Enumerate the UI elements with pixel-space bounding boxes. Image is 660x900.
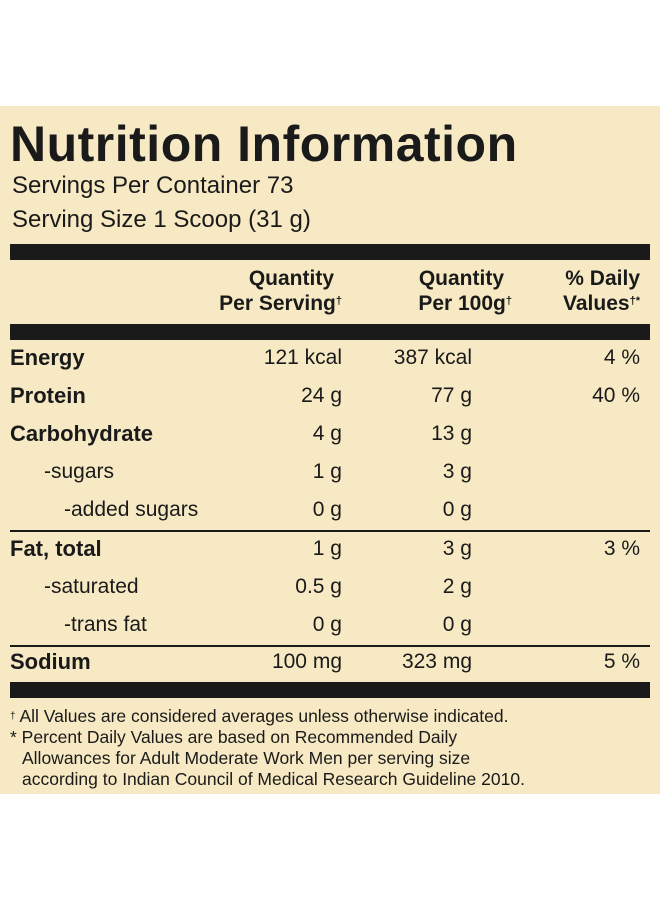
- nutrition-panel: Nutrition Information Servings Per Conta…: [0, 106, 660, 794]
- row-label: -added sugars: [64, 498, 199, 521]
- per-100g-value: 0 g: [442, 613, 472, 636]
- row-label: Energy: [10, 345, 85, 370]
- bottom-thick-rule: [10, 682, 650, 698]
- top-thick-rule: [10, 244, 650, 260]
- per-serving-value: 1 g: [312, 460, 342, 483]
- nutrition-title: Nutrition Information: [10, 116, 518, 172]
- row-label: -sugars: [44, 460, 115, 483]
- per-serving-value: 0 g: [312, 613, 342, 636]
- dagger-mark: †: [10, 711, 16, 722]
- header-per-serving: Quantity Per Serving†: [219, 266, 342, 316]
- header-daily-values: % Daily Values†*: [563, 266, 640, 316]
- per-serving-value: 0.5 g: [295, 575, 342, 598]
- row-label: Fat, total: [10, 536, 102, 561]
- table-row: Protein 24 g 77 g 40 %: [0, 377, 660, 415]
- per-100g-value: 387 kcal: [393, 346, 472, 369]
- per-serving-value: 100 mg: [271, 650, 342, 673]
- daily-value: 5 %: [603, 650, 640, 673]
- footnote-daily-values-line1: * Percent Daily Values are based on Reco…: [10, 727, 458, 747]
- footnote-daily-values-line3: according to Indian Council of Medical R…: [22, 769, 525, 789]
- per-serving-value: 4 g: [312, 422, 342, 445]
- per-100g-value: 77 g: [431, 384, 472, 407]
- header-per-serving-line2: Per Serving: [219, 292, 336, 315]
- dagger-mark: †: [505, 295, 512, 307]
- per-100g-value: 323 mg: [401, 650, 472, 673]
- row-label: Sodium: [10, 649, 91, 674]
- per-100g-value: 3 g: [442, 460, 472, 483]
- row-label: -saturated: [44, 575, 139, 598]
- row-divider: [10, 530, 650, 532]
- table-row: -trans fat 0 g 0 g: [0, 606, 660, 644]
- table-row: Sodium 100 mg 323 mg 5 %: [0, 643, 660, 681]
- per-100g-value: 13 g: [431, 422, 472, 445]
- header-daily-values-line1: % Daily: [565, 267, 640, 290]
- footnote-daily-values-line2: Allowances for Adult Moderate Work Men p…: [22, 748, 471, 768]
- per-serving-value: 24 g: [301, 384, 342, 407]
- header-per-100g-line2: Per 100g: [418, 292, 506, 315]
- row-label: Carbohydrate: [10, 421, 154, 446]
- per-serving-value: 121 kcal: [263, 346, 342, 369]
- dagger-mark: †: [335, 295, 342, 307]
- daily-value: 40 %: [592, 384, 640, 407]
- daily-value: 4 %: [603, 346, 640, 369]
- row-label: -trans fat: [64, 613, 147, 636]
- serving-size: Serving Size 1 Scoop (31 g): [12, 206, 311, 233]
- header-thick-rule: [10, 324, 650, 340]
- header-daily-values-line2: Values: [563, 292, 630, 315]
- table-row: Fat, total 1 g 3 g 3 %: [0, 530, 660, 568]
- daily-value: 3 %: [603, 537, 640, 560]
- footnote-averages-text: All Values are considered averages unles…: [19, 706, 509, 726]
- footnote-averages: † All Values are considered averages unl…: [10, 706, 508, 727]
- header-per-serving-line1: Quantity: [248, 267, 334, 290]
- table-row: -added sugars 0 g 0 g: [0, 491, 660, 529]
- per-100g-value: 0 g: [442, 498, 472, 521]
- table-row: Carbohydrate 4 g 13 g: [0, 415, 660, 453]
- row-divider: [10, 645, 650, 647]
- header-per-100g-line1: Quantity: [418, 267, 504, 290]
- table-row: -saturated 0.5 g 2 g: [0, 568, 660, 606]
- table-row: Energy 121 kcal 387 kcal 4 %: [0, 339, 660, 377]
- row-label: Protein: [10, 383, 86, 408]
- table-row: -sugars 1 g 3 g: [0, 453, 660, 491]
- per-100g-value: 2 g: [442, 575, 472, 598]
- per-serving-value: 0 g: [312, 498, 342, 521]
- per-100g-value: 3 g: [442, 537, 472, 560]
- per-serving-value: 1 g: [312, 537, 342, 560]
- dagger-star-mark: †*: [629, 295, 640, 307]
- header-per-100g: Quantity Per 100g†: [418, 266, 512, 316]
- servings-per-container: Servings Per Container 73: [12, 172, 294, 199]
